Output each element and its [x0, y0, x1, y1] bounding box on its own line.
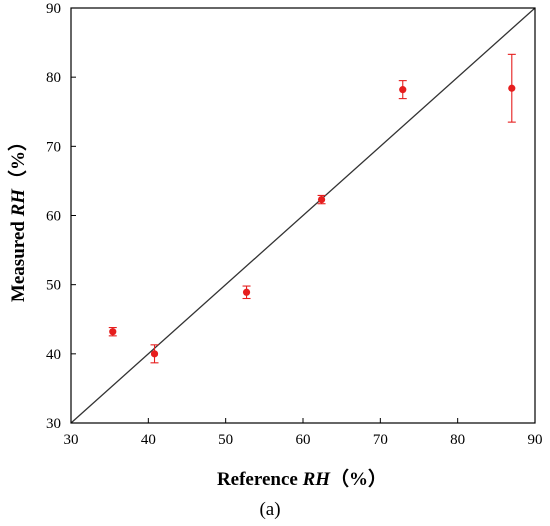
data-point	[109, 328, 117, 336]
y-tick-label: 80	[46, 70, 61, 86]
y-tick-label: 40	[46, 347, 61, 363]
y-tick-label: 60	[46, 209, 61, 225]
data-point	[242, 288, 251, 296]
x-tick-label: 80	[450, 432, 465, 448]
y-tick-label: 70	[46, 139, 61, 155]
axis-ticks	[70, 7, 536, 424]
y-tick-label: 30	[46, 416, 61, 432]
y-tick-label: 50	[46, 278, 61, 294]
x-tick-label: 50	[218, 432, 233, 448]
data-point-group	[398, 80, 407, 100]
data-point	[399, 86, 407, 94]
data-point	[150, 350, 159, 358]
data-point-group	[317, 194, 326, 205]
x-tick-labels: 30 40 50 60 70 80 90	[64, 432, 543, 448]
x-tick-label: 30	[64, 432, 79, 448]
data-point-group	[108, 326, 117, 337]
data-point-group	[507, 53, 516, 123]
data-point	[508, 84, 516, 92]
reference-line	[70, 7, 536, 424]
data-point-group	[242, 285, 251, 300]
y-tick-labels: 30 40 50 60 70 80 90	[46, 1, 61, 432]
data-point	[317, 195, 326, 204]
x-tick-label: 40	[141, 432, 156, 448]
x-axis-label: Reference RH（%）	[217, 467, 387, 490]
data-point-group	[150, 344, 159, 364]
y-tick-label: 90	[46, 1, 61, 17]
data-points-layer	[108, 53, 516, 364]
reference-line-layer	[70, 7, 536, 424]
x-tick-label: 90	[528, 432, 543, 448]
x-tick-label: 60	[296, 432, 311, 448]
panel-label: (a)	[259, 499, 280, 520]
y-axis-label: Measured RH（%）	[6, 132, 29, 302]
x-tick-label: 70	[373, 432, 388, 448]
